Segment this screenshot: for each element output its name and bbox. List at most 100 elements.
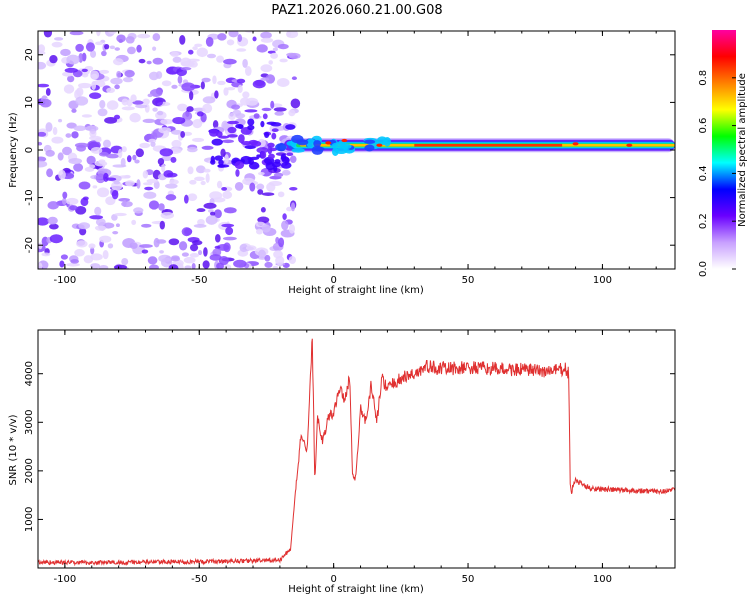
noise-blob <box>112 58 124 66</box>
transition-blob <box>209 129 219 137</box>
noise-blob <box>289 155 297 164</box>
snr-y-ticks: 1000 2000 3000 4000 <box>24 361 675 532</box>
noise-blob <box>226 39 235 46</box>
noise-blob <box>148 200 160 210</box>
signal-hotspot <box>376 143 383 147</box>
noise-blob <box>65 197 79 205</box>
noise-blob <box>159 250 164 254</box>
noise-blob <box>47 216 58 225</box>
spectrogram-y-tick-label: -10 <box>24 189 35 205</box>
noise-blob <box>178 241 188 251</box>
noise-blob <box>132 154 137 161</box>
noise-blob <box>161 80 172 87</box>
noise-blob <box>179 34 186 45</box>
noise-blob <box>201 145 214 150</box>
noise-blob <box>38 160 48 168</box>
noise-blob <box>261 192 275 196</box>
noise-blob <box>58 118 63 123</box>
noise-blob <box>81 72 89 78</box>
noise-blob <box>286 206 293 212</box>
noise-blob <box>114 84 120 90</box>
noise-blob <box>98 264 109 269</box>
noise-blob <box>256 183 265 191</box>
noise-blob <box>152 46 157 51</box>
noise-blob <box>132 100 144 105</box>
noise-blob <box>113 264 128 269</box>
spectrogram-y-tick-label: 0 <box>24 147 35 153</box>
noise-blob <box>90 70 100 80</box>
noise-blob <box>137 33 151 39</box>
noise-blob <box>94 206 102 216</box>
noise-blob <box>213 209 222 219</box>
noise-blob <box>135 148 144 158</box>
colorbar-tick-label: 0.6 <box>698 118 709 134</box>
noise-blob <box>146 60 152 65</box>
noise-blob <box>193 224 207 228</box>
noise-blob <box>180 66 192 71</box>
noise-blob <box>231 104 241 110</box>
noise-blob <box>38 50 46 56</box>
noise-blob <box>121 146 127 153</box>
noise-blob <box>221 139 234 144</box>
transition-blob <box>281 157 290 164</box>
colorbar-tick-label: 0.8 <box>698 70 709 86</box>
noise-blob <box>183 256 196 264</box>
noise-blob <box>106 100 119 111</box>
noise-blob <box>171 139 182 148</box>
noise-blob <box>38 141 43 146</box>
transition-blob <box>270 122 282 127</box>
noise-blob <box>222 236 237 241</box>
noise-blob <box>216 55 224 63</box>
noise-blob <box>106 87 115 94</box>
transition-blob <box>267 145 273 155</box>
noise-blob <box>261 224 271 233</box>
transition-blob <box>218 159 224 166</box>
noise-blob <box>114 212 127 217</box>
noise-blob <box>122 199 127 207</box>
spectrogram-x-tick-label: -50 <box>191 275 207 286</box>
noise-blob <box>200 81 205 90</box>
noise-blob <box>236 78 246 84</box>
noise-blob <box>189 253 200 258</box>
noise-blob <box>90 246 95 255</box>
noise-blob <box>77 82 92 89</box>
noise-blob <box>226 86 236 91</box>
noise-blob <box>187 166 194 175</box>
noise-blob <box>200 180 206 186</box>
noise-blob <box>288 224 296 234</box>
transition-blob <box>210 159 216 165</box>
noise-blob <box>62 191 68 199</box>
transition-blob <box>217 164 226 168</box>
noise-blob <box>177 103 188 112</box>
noise-blob <box>181 82 196 92</box>
noise-blob <box>65 133 72 138</box>
noise-blob <box>81 114 92 118</box>
noise-blob <box>273 250 283 259</box>
noise-blob <box>105 177 117 181</box>
transition-blob <box>227 134 238 138</box>
noise-blob <box>228 112 236 121</box>
transition-blob <box>285 124 296 130</box>
colorbar-ticks: 0.0 0.2 0.4 0.6 0.8 <box>698 70 736 277</box>
noise-blob <box>129 242 138 249</box>
noise-blob <box>192 240 203 246</box>
noise-blob <box>170 256 181 262</box>
noise-blob <box>239 243 249 253</box>
noise-blob <box>138 244 153 248</box>
noise-blob <box>286 31 292 38</box>
noise-blob <box>89 215 104 220</box>
noise-blob <box>60 48 71 57</box>
band-blob <box>332 142 346 148</box>
noise-blob <box>194 176 205 181</box>
noise-blob <box>152 57 164 65</box>
noise-blob <box>279 58 288 63</box>
noise-blob <box>282 213 287 220</box>
spectrogram-y-tick-label: 10 <box>24 96 35 109</box>
noise-blob <box>272 265 279 269</box>
snr-panel: -100 -50 0 50 100 1000 2000 3000 4000 Height of… <box>8 329 676 595</box>
noise-blob <box>198 249 203 256</box>
noise-blob <box>188 60 198 68</box>
transition-blob <box>264 131 270 139</box>
snr-y-tick-label: 3000 <box>24 410 35 435</box>
